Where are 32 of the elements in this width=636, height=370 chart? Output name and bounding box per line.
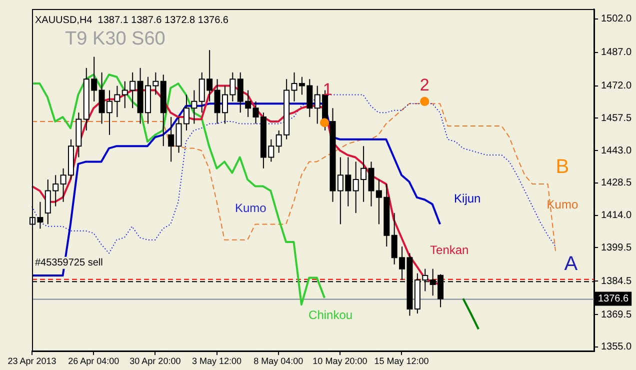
annotation: 1: [322, 80, 332, 99]
y-tick-label: 1457.5: [601, 112, 632, 124]
y-tick-label: 1443.0: [601, 145, 632, 156]
x-tick-label: 30 Apr 20:00: [130, 356, 181, 366]
y-tick-label: 1384.5: [601, 276, 632, 287]
annotation: Kumo: [234, 200, 267, 215]
y-tick-label: 1369.5: [601, 309, 632, 320]
y-tick-label: 1414.0: [601, 210, 632, 222]
text: T9 K30 S60: [65, 28, 166, 50]
y-tick-label: 1355.0: [601, 342, 632, 353]
x-tick-label: 3 May 12:00: [192, 356, 242, 366]
y-tick-label: 1502.0: [601, 14, 632, 25]
y-tick-label: 1487.0: [601, 47, 632, 58]
text: XAUUSD,H4 1387.1 1387.6 1372.8 1376.6: [35, 14, 229, 26]
ref-line-label: 1376.6: [598, 294, 630, 305]
x-tick-label: 15 May 12:00: [374, 356, 429, 366]
x-tick-label: 10 May 20:00: [312, 356, 368, 366]
y-tick-label: 1472.0: [601, 80, 632, 92]
annotation: 2: [420, 75, 430, 94]
annotation: B: [556, 156, 570, 178]
candlestick: [168, 116, 174, 162]
y-tick-label: 1399.5: [601, 242, 632, 254]
annotation: Kumo: [546, 198, 578, 212]
annotation: A: [564, 252, 578, 275]
y-tick-label: 1428.5: [601, 178, 632, 189]
series-label: Chinkou: [308, 308, 353, 322]
series-label: Tenkan: [430, 242, 469, 257]
x-tick-label: 26 Apr 04:00: [68, 356, 120, 366]
series-label: Kijun: [454, 192, 481, 206]
ref-line-label: #45359725 sell: [35, 258, 103, 269]
x-tick-label: 23 Apr 2013: [8, 356, 56, 366]
x-tick-label: 8 May 04:00: [254, 356, 304, 366]
